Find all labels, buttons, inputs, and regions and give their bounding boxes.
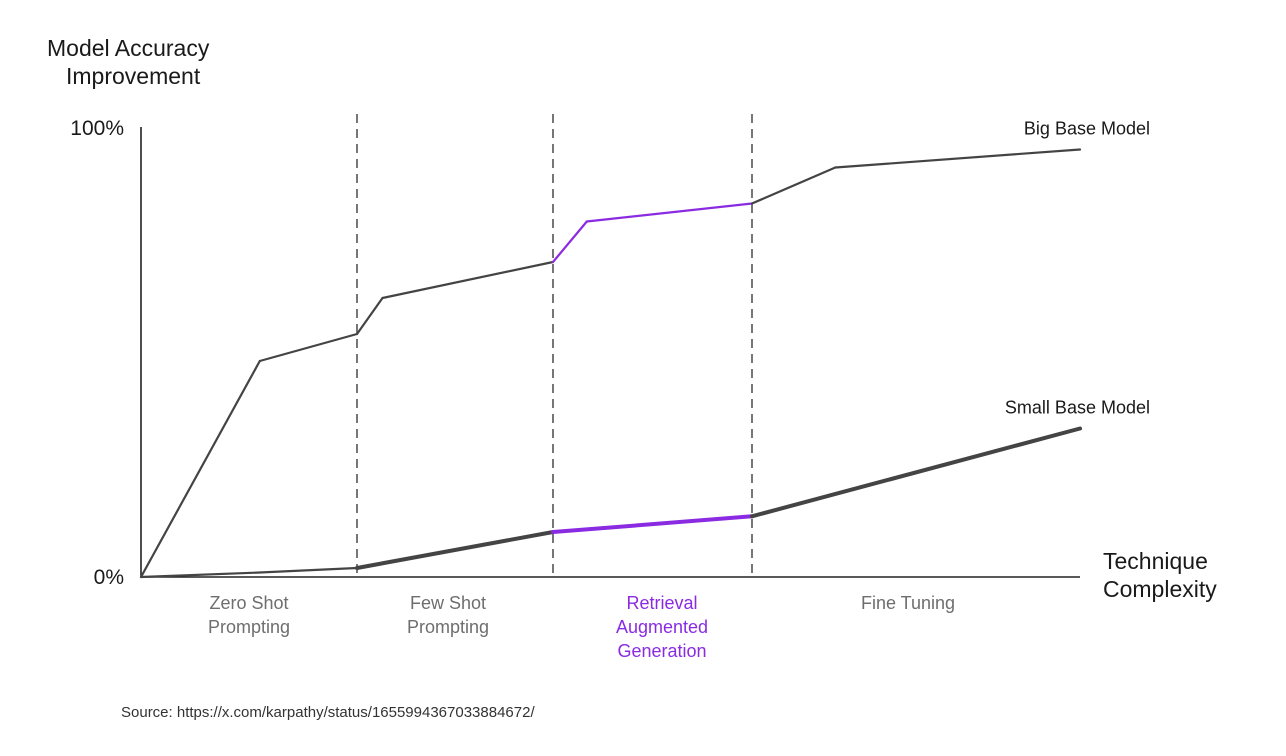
small-model-segment-5 xyxy=(750,426,1082,519)
category-label-2-line-2: Prompting xyxy=(407,617,489,637)
category-label-4-line-1: Fine Tuning xyxy=(861,593,955,613)
big-model-segment-6 xyxy=(585,202,754,223)
category-label-1-line-1: Zero Shot xyxy=(209,593,288,613)
big-model-segment-3 xyxy=(355,296,384,336)
y-axis-title-line-2: Improvement xyxy=(66,63,201,89)
small-model-segment-1 xyxy=(139,571,261,579)
big-model-label: Big Base Model xyxy=(1024,119,1150,139)
y-axis-title-line-1: Model Accuracy xyxy=(47,35,210,61)
big-model-segment-7 xyxy=(750,166,837,205)
small-model-segment-2 xyxy=(258,566,359,574)
small-model-segment-3 xyxy=(355,530,555,570)
big-model-segment-8 xyxy=(834,148,1082,169)
x-axis-title-line-1: Technique xyxy=(1103,548,1208,574)
category-label-3-line-1: Retrieval xyxy=(626,593,697,613)
small-model-segment-4 xyxy=(551,514,754,534)
y-tick-0: 0% xyxy=(94,566,124,589)
small-model-label: Small Base Model xyxy=(1005,398,1150,418)
category-label-3-line-2: Augmented xyxy=(616,617,708,637)
big-model-segment-1 xyxy=(139,359,261,579)
category-label-1-line-2: Prompting xyxy=(208,617,290,637)
x-axis-title-line-2: Complexity xyxy=(1103,576,1217,602)
category-label-3-line-3: Generation xyxy=(617,641,706,661)
y-tick-100: 100% xyxy=(70,117,124,140)
big-model-segment-2 xyxy=(258,332,359,363)
big-model-segment-4 xyxy=(381,260,555,300)
source-note: Source: https://x.com/karpathy/status/16… xyxy=(121,704,535,721)
category-label-2-line-1: Few Shot xyxy=(410,593,486,613)
big-model-segment-5 xyxy=(551,220,588,264)
